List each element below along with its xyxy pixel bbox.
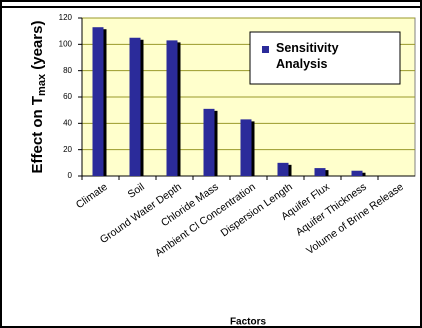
legend-label-line: Sensitivity [276, 41, 339, 55]
y-axis-title-rest: (years) [29, 21, 46, 74]
y-tick-label: 80 [63, 66, 72, 75]
y-tick-label: 20 [63, 145, 72, 154]
legend-swatch [262, 46, 269, 53]
y-tick-label: 0 [68, 171, 73, 180]
bar [240, 119, 252, 176]
bar [129, 37, 141, 176]
bar [92, 27, 104, 176]
bar [277, 162, 289, 176]
bar [314, 168, 326, 176]
bar [166, 40, 178, 177]
legend-label-line: Analysis [276, 57, 327, 71]
legend-label: Sensitivity Analysis [276, 41, 339, 71]
y-axis-title-sub: max [36, 73, 48, 96]
y-tick-label: 120 [59, 13, 73, 22]
bar [351, 170, 363, 176]
bar [203, 108, 215, 176]
y-tick-label: 40 [63, 118, 72, 127]
y-axis-title-main: Effect on T [29, 96, 46, 174]
y-axis-title: Effect on Tmax (years) [29, 21, 48, 174]
x-axis-title: Factors [230, 317, 267, 328]
y-tick-label: 100 [59, 39, 73, 48]
legend-box [249, 31, 401, 85]
y-tick-label: 60 [63, 92, 72, 101]
